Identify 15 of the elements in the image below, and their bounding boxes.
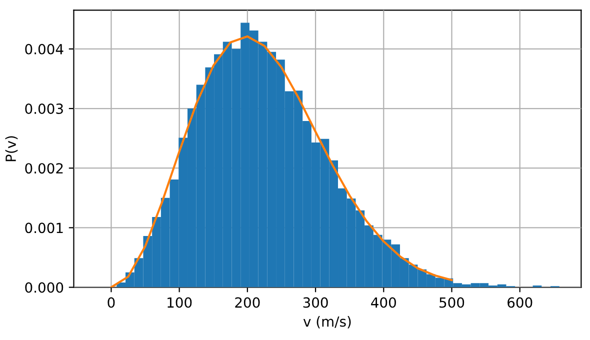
y-tick-label: 0.002 (25, 163, 63, 174)
x-tick-label: 100 (168, 297, 192, 308)
x-tick-label: 400 (371, 297, 396, 308)
y-tick-label: 0.000 (25, 282, 64, 293)
y-tick-label: 0.004 (25, 44, 64, 54)
x-tick-label: 300 (303, 297, 328, 308)
x-tick-label: 500 (440, 297, 464, 308)
x-tick-label: 0 (108, 297, 115, 308)
y-axis-title: P(v) (5, 136, 18, 162)
x-tick-label: 200 (235, 297, 260, 308)
x-axis-title: v (m/s) (303, 316, 351, 328)
line-series (110, 35, 453, 288)
y-tick-label: 0.003 (25, 103, 63, 114)
y-tick-label: 0.001 (25, 222, 63, 234)
x-tick-label: 600 (508, 297, 532, 308)
